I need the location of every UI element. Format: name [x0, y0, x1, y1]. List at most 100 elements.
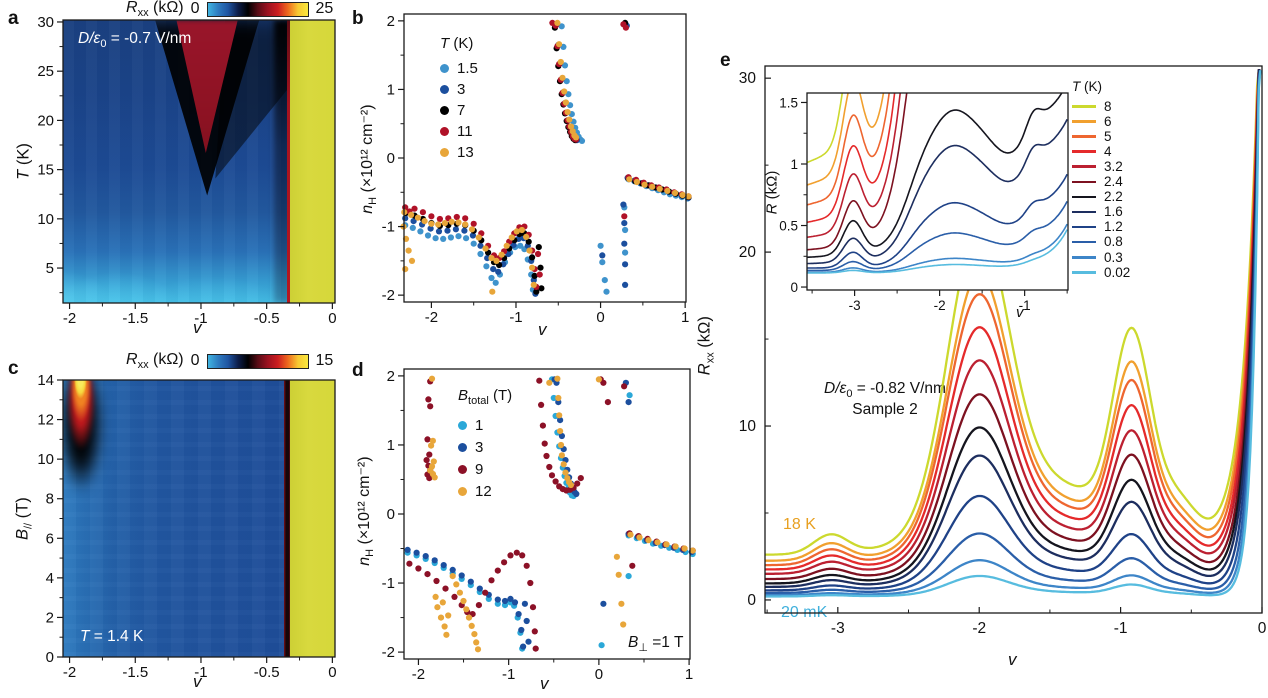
data-point [444, 227, 451, 234]
data-point [526, 247, 533, 254]
data-point [536, 377, 543, 384]
curve-0.3K [807, 223, 1068, 274]
legend-marker-dot [440, 106, 449, 116]
tick-label: 8 [46, 491, 54, 508]
data-point [546, 379, 553, 386]
legend-label: 1.6 [1104, 204, 1123, 220]
legend-marker-dot [440, 85, 449, 95]
legend-title: Btotal (T) [458, 387, 513, 407]
data-point [689, 547, 696, 554]
data-point [554, 375, 561, 382]
tick-label: 1 [387, 437, 395, 454]
panel-label-a: a [8, 8, 19, 29]
data-point [494, 596, 501, 603]
data-point [622, 261, 629, 268]
data-point [573, 490, 580, 498]
curve-2.4K [765, 69, 1261, 581]
tick-label: 6 [46, 530, 54, 547]
data-point [613, 553, 620, 560]
data-point [615, 571, 622, 578]
data-point [424, 436, 431, 443]
tick-label: 0.5 [779, 219, 798, 234]
data-point [501, 559, 508, 566]
data-point [453, 213, 460, 221]
data-point [550, 394, 557, 402]
data-point [625, 399, 632, 406]
tick-label: 0 [46, 649, 54, 666]
data-point [458, 572, 465, 579]
legend-item-3: 3 [458, 437, 512, 459]
data-point [556, 412, 563, 419]
data-point [402, 266, 409, 273]
data-point [685, 193, 692, 200]
data-point [541, 440, 548, 447]
legend-label: 4 [1104, 143, 1112, 159]
panel-label-d: d [352, 360, 364, 381]
data-point [513, 549, 520, 556]
panel-label-b: b [352, 8, 364, 29]
data-point [562, 99, 569, 106]
legend-marker-line [1072, 195, 1096, 199]
data-point [449, 566, 456, 573]
legend-marker-line [1072, 240, 1096, 244]
legend-item-1.2: 1.2 [1072, 220, 1130, 235]
data-point [422, 553, 429, 560]
legend-marker-line [1072, 271, 1096, 274]
data-point [626, 176, 633, 183]
data-point [599, 259, 606, 266]
data-point [442, 585, 449, 592]
data-point [563, 78, 570, 85]
tick-label: 30 [37, 14, 54, 31]
legend-b: T (K) 1.5 3 7 11 13 [440, 36, 478, 163]
tick-label: -1 [194, 310, 207, 327]
data-point [559, 74, 566, 81]
data-point [539, 422, 546, 429]
data-point [423, 457, 430, 464]
data-point [527, 579, 534, 587]
data-point [453, 581, 460, 588]
data-point [603, 288, 610, 295]
legend-item-3.2: 3.2 [1072, 159, 1130, 174]
tick-label: 5 [46, 260, 54, 277]
tick-label: -1 [509, 309, 522, 326]
curve-4K [807, 93, 896, 224]
data-point [555, 394, 562, 402]
data-point [552, 478, 559, 485]
data-point [621, 220, 628, 227]
data-point [477, 242, 484, 249]
legend-d: Btotal (T) 1 3 9 12 [458, 388, 512, 503]
data-point [554, 19, 561, 26]
tick-label: -3 [831, 620, 845, 637]
data-point [681, 545, 688, 552]
colorbar-a: Rxx (kΩ) 0 25 [126, 0, 334, 19]
curve-0.8K [807, 201, 1068, 272]
data-point [572, 134, 580, 141]
tick-label: 0 [747, 592, 756, 609]
legend-marker-dot [440, 148, 449, 158]
data-point [561, 62, 569, 69]
legend-marker-line [1072, 105, 1096, 108]
tick-label: 0 [328, 310, 336, 327]
data-point [435, 221, 442, 228]
data-point [633, 178, 640, 186]
tick-label: -2 [382, 287, 395, 304]
legend-marker-line [1072, 180, 1096, 184]
legend-item-1.6: 1.6 [1072, 204, 1130, 219]
data-point [620, 21, 627, 28]
legend-label: 5 [1104, 128, 1112, 144]
tick-label: -2 [934, 298, 946, 313]
legend-item-13: 13 [440, 142, 478, 163]
tick-label: 1 [685, 666, 693, 683]
legend-marker-line [1072, 165, 1096, 168]
xlabel-a: v [193, 318, 202, 337]
tick-label: -1.5 [122, 310, 148, 327]
curve-3.2K [807, 93, 902, 239]
data-point [622, 249, 629, 256]
data-point [656, 185, 663, 192]
data-point [604, 399, 611, 406]
colorbar-a-max: 25 [315, 0, 334, 17]
data-point [455, 219, 462, 226]
data-point [649, 183, 656, 190]
legend-title: T (K) [1072, 79, 1102, 94]
data-point [629, 562, 636, 569]
